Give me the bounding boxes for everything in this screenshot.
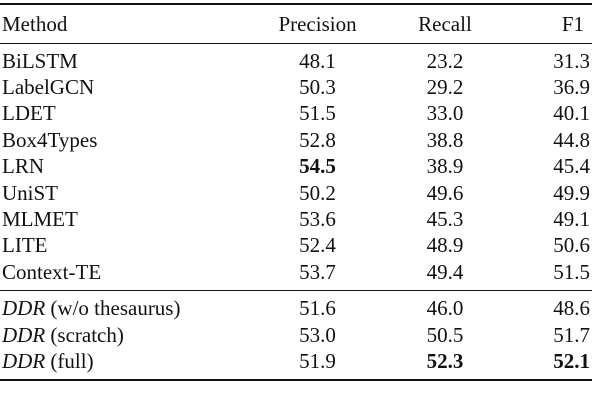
cell-method: LRN [2, 154, 44, 179]
cell-method: UniST [2, 180, 59, 205]
cell-precision: 53.0 [299, 322, 336, 347]
cell-recall: 50.5 [426, 322, 464, 347]
table-row: DDR (full) 51.9 52.3 52.1 [0, 348, 592, 379]
baseline-group: BiLSTM 48.1 23.2 31.3 LabelGCN 50.3 29.2… [0, 44, 592, 291]
cell-method: DDR (full) [0, 348, 248, 379]
cell-recall: 49.4 [426, 259, 464, 284]
cell-precision: 48.1 [299, 48, 336, 73]
table-row: Box4Types 52.8 38.8 44.8 [0, 127, 592, 153]
cell-method: MLMET [2, 207, 78, 232]
cell-precision: 50.2 [299, 180, 336, 205]
cell-method: BiLSTM [2, 48, 78, 73]
table-header: Method Precision Recall F1 [0, 4, 592, 44]
cell-method: DDR (scratch) [0, 322, 248, 348]
cell-f1: 48.6 [553, 296, 590, 321]
method-name: DDR [2, 348, 46, 373]
method-variant: (w/o thesaurus) [50, 296, 181, 321]
cell-f1: 45.4 [553, 154, 590, 179]
cell-precision: 53.6 [299, 207, 336, 232]
cell-precision: 51.9 [299, 348, 336, 373]
cell-precision-best: 54.5 [299, 154, 336, 179]
table-row: LITE 52.4 48.9 50.6 [0, 233, 592, 259]
cell-f1: 31.3 [553, 48, 590, 73]
cell-f1-best: 52.1 [553, 348, 590, 373]
header-f1: F1 [561, 11, 584, 36]
cell-f1: 44.8 [553, 127, 590, 152]
cell-recall: 38.9 [426, 154, 464, 179]
cell-method: LDET [2, 101, 56, 126]
method-variant: (full) [50, 348, 94, 373]
cell-f1: 36.9 [553, 75, 590, 100]
table-row: LRN 54.5 38.9 45.4 [0, 154, 592, 180]
cell-precision: 50.3 [299, 75, 336, 100]
cell-method: LITE [2, 233, 48, 258]
cell-method: LabelGCN [2, 75, 95, 100]
cell-precision: 52.4 [299, 233, 336, 258]
table-row: LabelGCN 50.3 29.2 36.9 [0, 74, 592, 100]
cell-precision: 51.6 [299, 296, 336, 321]
ddr-group: DDR (w/o thesaurus) 51.6 46.0 48.6 DDR (… [0, 290, 592, 380]
table-row: Context-TE 53.7 49.4 51.5 [0, 259, 592, 290]
cell-f1: 51.5 [553, 259, 590, 284]
header-precision: Precision [278, 11, 357, 36]
method-variant: (scratch) [50, 322, 124, 347]
table-row: DDR (w/o thesaurus) 51.6 46.0 48.6 [0, 290, 592, 322]
table-row: MLMET 53.6 45.3 49.1 [0, 206, 592, 232]
table-row: BiLSTM 48.1 23.2 31.3 [0, 44, 592, 75]
cell-precision: 51.5 [299, 101, 336, 126]
cell-precision: 53.7 [299, 259, 336, 284]
cell-method: DDR (w/o thesaurus) [0, 290, 248, 322]
cell-recall: 49.6 [426, 180, 464, 205]
method-name: DDR [2, 322, 46, 347]
cell-recall: 45.3 [426, 207, 464, 232]
header-recall: Recall [418, 11, 472, 36]
header-method: Method [2, 11, 68, 36]
cell-f1: 50.6 [553, 233, 590, 258]
cell-f1: 49.1 [553, 207, 590, 232]
cell-recall: 38.8 [426, 127, 464, 152]
cell-method: Context-TE [2, 259, 102, 284]
cell-recall-best: 52.3 [426, 348, 464, 373]
cell-recall: 46.0 [426, 296, 464, 321]
cell-recall: 23.2 [426, 48, 464, 73]
cell-f1: 49.9 [553, 180, 590, 205]
method-name: DDR [2, 296, 46, 321]
results-table: Method Precision Recall F1 BiLSTM 48.1 2… [0, 3, 592, 381]
cell-precision: 52.8 [299, 127, 336, 152]
cell-recall: 33.0 [426, 101, 464, 126]
header-row: Method Precision Recall F1 [0, 4, 592, 44]
cell-recall: 29.2 [426, 75, 464, 100]
cell-method: Box4Types [2, 127, 98, 152]
table-row: DDR (scratch) 53.0 50.5 51.7 [0, 322, 592, 348]
cell-f1: 40.1 [553, 101, 590, 126]
table-row: UniST 50.2 49.6 49.9 [0, 180, 592, 206]
cell-f1: 51.7 [553, 322, 590, 347]
cell-recall: 48.9 [426, 233, 464, 258]
table-row: LDET 51.5 33.0 40.1 [0, 101, 592, 127]
